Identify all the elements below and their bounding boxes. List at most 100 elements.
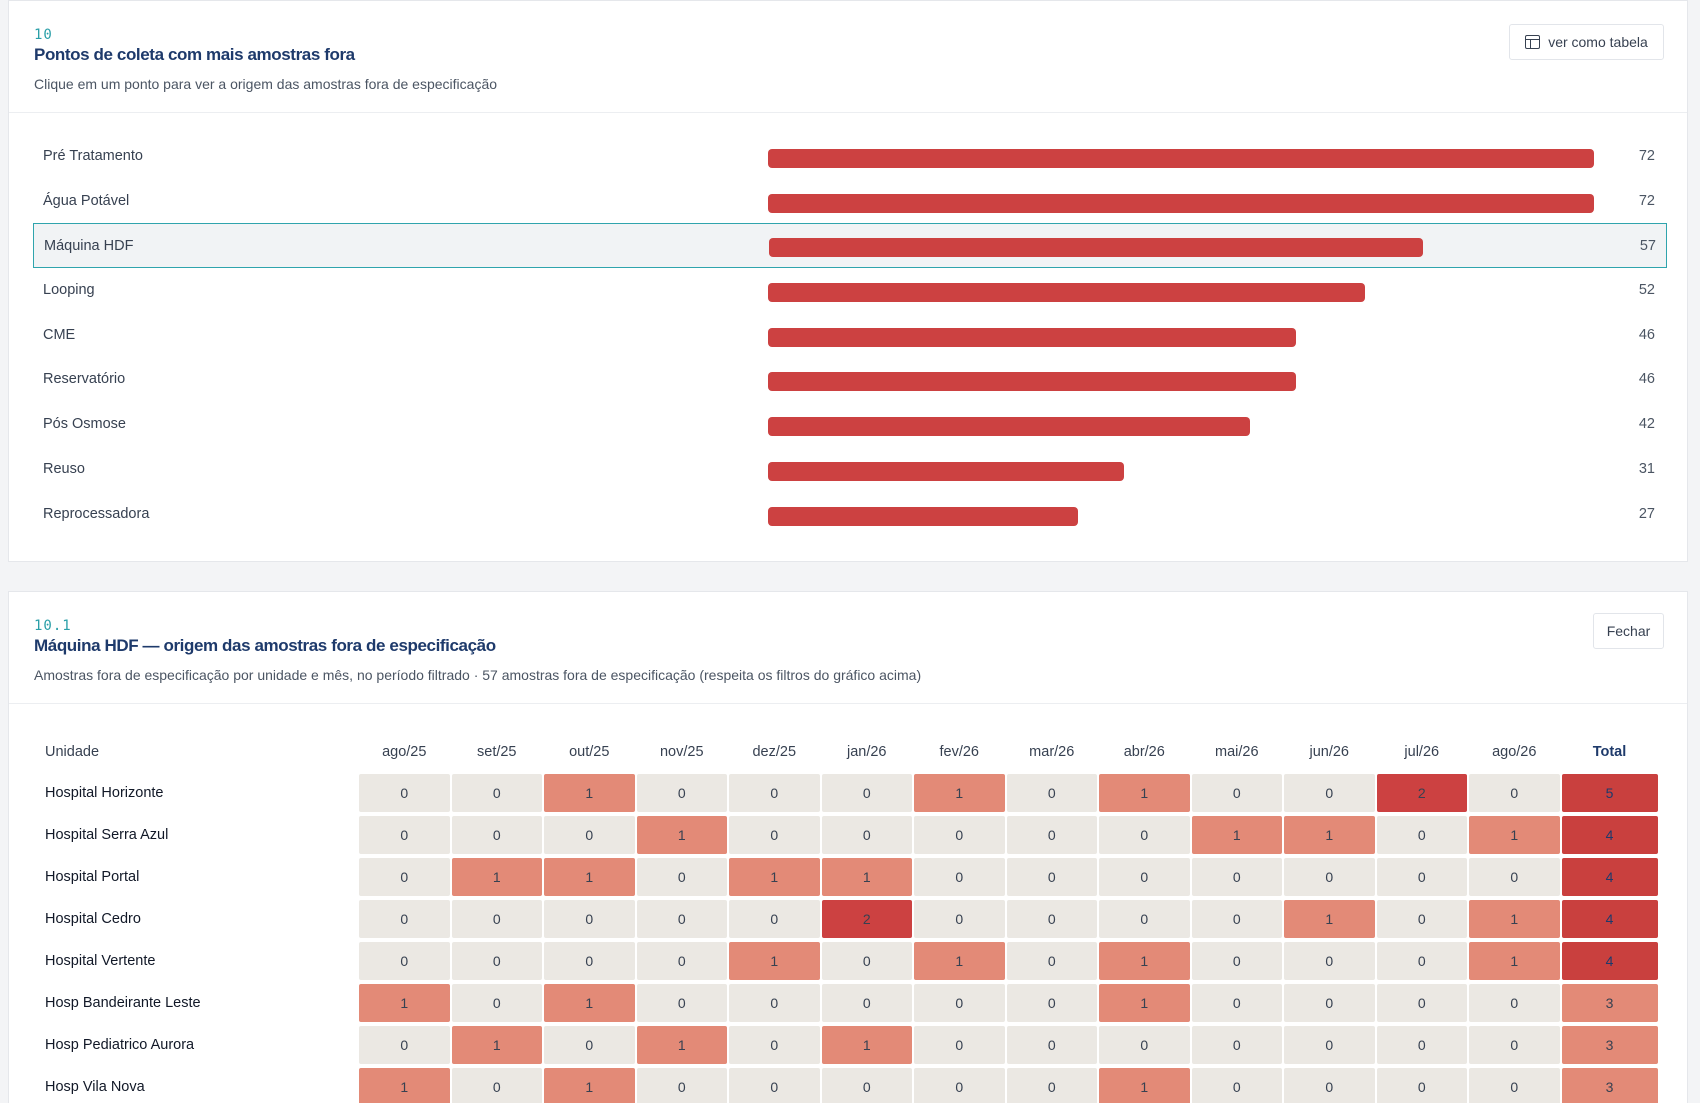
bar <box>768 506 1078 526</box>
heatmap-cell: 0 <box>729 898 820 940</box>
table-row: Hosp Vila Nova 1 0 1 0 0 0 0 0 1 0 0 0 0 3 <box>37 1066 1658 1103</box>
heatmap-cell: 0 <box>729 982 820 1024</box>
heatmap-cell: 1 <box>729 940 820 982</box>
heatmap-cell: 1 <box>821 856 912 898</box>
heatmap-body: Hospital Horizonte 0 0 1 0 0 0 1 0 1 0 0 2 0 5 Hospital… <box>37 772 1658 1103</box>
heatmap-cell: 0 <box>1191 1066 1282 1103</box>
month-column-header: dez/25 <box>752 744 797 760</box>
heatmap-cell-value: 0 <box>544 942 635 980</box>
heatmap-cell-value: 1 <box>1099 942 1190 980</box>
heatmap-cell-value: 0 <box>1284 774 1375 812</box>
total-column-header: Total <box>1592 744 1627 760</box>
section-subtitle: Amostras fora de especificação por unida… <box>34 667 922 683</box>
heatmap-cell-value: 0 <box>1376 858 1467 896</box>
table-row: Hospital Vertente 0 0 0 0 1 0 1 0 1 0 0 0 1 4 <box>37 940 1658 982</box>
heatmap-cell: 0 <box>1376 1024 1467 1066</box>
table-row: Hospital Serra Azul 0 0 0 1 0 0 0 0 0 1 1 0 1 4 <box>37 814 1658 856</box>
close-button[interactable]: Fechar <box>1593 613 1664 649</box>
heatmap-cell-value: 0 <box>1099 900 1190 938</box>
heatmap-cell: 0 <box>914 982 1005 1024</box>
heatmap-cell-value: 0 <box>1006 942 1097 980</box>
bar-row[interactable]: CME 46 <box>9 313 1689 358</box>
heatmap-cell: 0 <box>636 982 727 1024</box>
section-number: 10 <box>34 27 53 43</box>
heatmap-cell: 0 <box>729 1066 820 1103</box>
heatmap-cell-value: 2 <box>821 900 912 938</box>
section-subtitle: Clique em um ponto para ver a origem das… <box>34 76 498 92</box>
heatmap-cell-value: 1 <box>914 942 1005 980</box>
heatmap-cell: 0 <box>1469 1066 1560 1103</box>
bar-row[interactable]: Looping 52 <box>9 268 1689 313</box>
heatmap-cell-value: 0 <box>729 900 820 938</box>
month-column-header: jun/26 <box>1309 744 1349 760</box>
heatmap-cell-value: 0 <box>821 1068 912 1103</box>
heatmap-cell: 0 <box>821 1066 912 1103</box>
heatmap-cell: 0 <box>821 982 912 1024</box>
bar-row[interactable]: Pré Tratamento 72 <box>9 134 1689 179</box>
heatmap-cell-value: 0 <box>1006 774 1097 812</box>
bar-track <box>768 327 1594 347</box>
unit-name: Hospital Cedro <box>45 911 141 927</box>
heatmap-cell: 0 <box>1469 982 1560 1024</box>
bar-value-label: 57 <box>1639 238 1656 255</box>
heatmap-cell: 1 <box>544 1066 635 1103</box>
heatmap-cell: 0 <box>914 1066 1005 1103</box>
heatmap-cell-value: 0 <box>729 1026 820 1064</box>
bar-value-label: 72 <box>1638 192 1655 209</box>
bar-label: Água Potável <box>43 192 130 209</box>
view-as-table-button[interactable]: ver como tabela <box>1509 24 1664 60</box>
heatmap-cell: 0 <box>1469 856 1560 898</box>
heatmap-cell: 0 <box>1284 1024 1375 1066</box>
heatmap-cell: 0 <box>1006 1024 1097 1066</box>
heatmap-cell-value: 0 <box>1469 858 1560 896</box>
bar-row[interactable]: Reprocessadora 27 <box>9 492 1689 537</box>
bar-row[interactable]: Água Potável 72 <box>9 179 1689 224</box>
heatmap-cell-value: 1 <box>359 1068 450 1103</box>
heatmap-cell-value: 0 <box>1006 900 1097 938</box>
heatmap-cell-value: 0 <box>636 1068 727 1103</box>
heatmap-cell: 0 <box>1284 982 1375 1024</box>
heatmap-cell-value: 0 <box>451 984 542 1022</box>
bar-row[interactable]: Reuso 31 <box>9 447 1689 492</box>
bar-label: Reuso <box>43 460 85 477</box>
heatmap-cell-value: 0 <box>544 900 635 938</box>
heatmap-cell: 0 <box>1376 940 1467 982</box>
heatmap-cell: 0 <box>451 1066 542 1103</box>
month-column-header: set/25 <box>477 744 517 760</box>
bar-value-label: 46 <box>1638 371 1655 388</box>
unit-name: Hosp Vila Nova <box>45 1079 145 1095</box>
heatmap-cell-value: 1 <box>1469 816 1560 854</box>
heatmap-cell: 0 <box>636 1066 727 1103</box>
total-cell: 3 <box>1561 1066 1658 1103</box>
bar-label: Reprocessadora <box>43 505 150 522</box>
heatmap-cell-value: 0 <box>1376 816 1467 854</box>
bar-track <box>769 237 1595 257</box>
bar <box>768 149 1594 168</box>
heatmap-cell-value: 1 <box>1284 816 1375 854</box>
drilldown-header: 10.1 Máquina HDF — origem das amostras f… <box>9 592 1687 704</box>
heatmap-cell-value: 0 <box>914 900 1005 938</box>
heatmap-cell-value: 0 <box>914 984 1005 1022</box>
total-cell: 4 <box>1561 940 1658 982</box>
table-icon <box>1525 35 1541 49</box>
heatmap-cell: 0 <box>1284 1066 1375 1103</box>
heatmap-cell: 0 <box>544 814 635 856</box>
heatmap-header-row: Unidade ago/25 set/25 out/25 nov/25 dez/25 jan… <box>37 732 1658 772</box>
heatmap-cell: 0 <box>914 1024 1005 1066</box>
bar-row[interactable]: Máquina HDF 57 <box>33 223 1667 269</box>
heatmap-cell-value: 0 <box>1284 942 1375 980</box>
heatmap-cell-value: 1 <box>1284 900 1375 938</box>
bar-row[interactable]: Pós Osmose 42 <box>9 402 1689 447</box>
bar-value-label: 46 <box>1638 326 1655 343</box>
heatmap-cell: 0 <box>729 772 820 814</box>
heatmap-cell-value: 0 <box>636 774 727 812</box>
heatmap-cell-value: 0 <box>636 942 727 980</box>
heatmap-cell-value: 0 <box>451 774 542 812</box>
bar-row[interactable]: Reservatório 46 <box>9 357 1689 402</box>
month-column-header: abr/26 <box>1123 744 1165 760</box>
heatmap-cell-value: 0 <box>1191 1026 1282 1064</box>
heatmap-cell-value: 0 <box>359 942 450 980</box>
bar-label: Pré Tratamento <box>43 148 143 164</box>
heatmap-cell: 1 <box>1191 814 1282 856</box>
heatmap-cell: 0 <box>1376 1066 1467 1103</box>
